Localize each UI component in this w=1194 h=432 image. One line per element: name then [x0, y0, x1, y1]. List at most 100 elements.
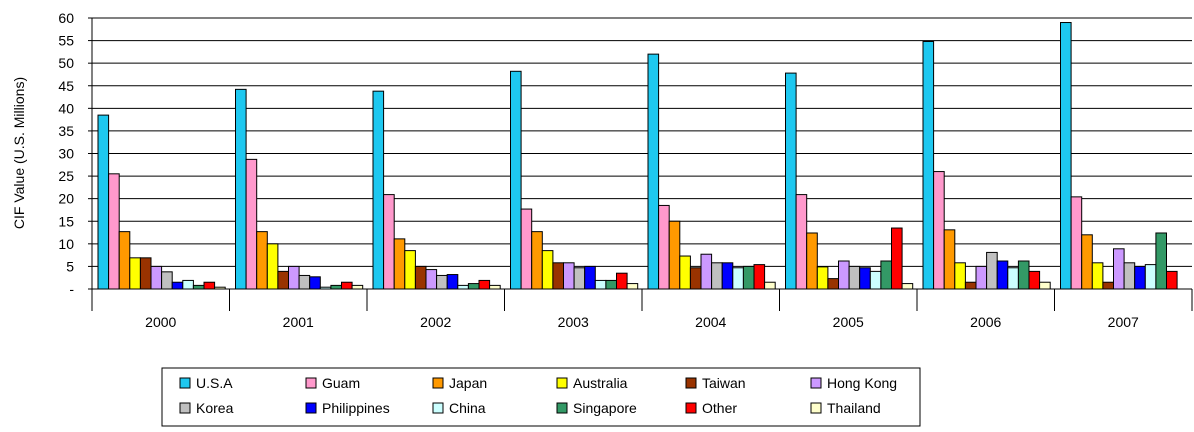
legend-label: Korea — [196, 400, 234, 416]
bar-korea-2006 — [986, 251, 998, 290]
bar-singapore-2006 — [1017, 260, 1030, 290]
bar-taiwan-2007 — [1102, 281, 1115, 290]
legend-swatch — [810, 402, 822, 414]
legend-swatch — [685, 402, 697, 414]
bar-taiwan-2000 — [139, 257, 152, 290]
bar-u-s-a-2003 — [510, 70, 522, 290]
x-tick-label: 2007 — [1108, 314, 1139, 330]
legend-swatch — [685, 377, 697, 389]
bar-australia-2001 — [266, 243, 279, 290]
y-tick-label: 20 — [58, 191, 74, 207]
bar-singapore-2002 — [467, 283, 480, 290]
bar-other-2000 — [203, 281, 216, 290]
bar-philippines-2006 — [996, 260, 1009, 290]
bar-hong-kong-2000 — [150, 265, 163, 290]
bar-hong-kong-2002 — [425, 269, 438, 290]
bar-u-s-a-2002 — [372, 90, 385, 290]
legend-label: Thailand — [827, 400, 881, 416]
bar-guam-2005 — [795, 194, 808, 290]
bar-japan-2006 — [943, 229, 956, 290]
y-tick-label: 50 — [58, 55, 74, 71]
y-axis-ticks: - 5 10 15 20 25 30 35 40 45 50 55 60 — [58, 10, 92, 297]
bar-taiwan-2003 — [552, 262, 565, 290]
bar-australia-2000 — [129, 257, 141, 290]
bars — [97, 22, 1178, 290]
bar-u-s-a-2007 — [1060, 22, 1072, 290]
bar-korea-2003 — [573, 267, 586, 290]
legend-swatch — [432, 402, 444, 414]
bar-hong-kong-2006 — [975, 265, 988, 290]
legend-label: Guam — [322, 375, 360, 391]
y-tick-label: 45 — [58, 78, 74, 94]
legend-label: Japan — [449, 375, 487, 391]
bar-singapore-2004 — [742, 265, 755, 290]
x-tick-label: 2001 — [283, 314, 314, 330]
bar-other-2007 — [1166, 270, 1178, 290]
bar-singapore-2005 — [880, 260, 893, 290]
bar-guam-2004 — [658, 204, 670, 290]
y-axis-title: CIF Value (U.S. Millions) — [11, 77, 27, 229]
y-tick-label: 15 — [58, 213, 74, 229]
y-tick-label: 25 — [58, 168, 74, 184]
bar-korea-2000 — [161, 271, 173, 290]
bar-philippines-2004 — [721, 262, 734, 290]
legend-swatch — [179, 402, 191, 414]
bar-other-2005 — [891, 227, 903, 290]
bar-taiwan-2002 — [414, 265, 427, 290]
bar-philippines-2003 — [584, 265, 596, 290]
bar-other-2004 — [753, 264, 766, 290]
legend-label: Australia — [573, 375, 628, 391]
bar-philippines-2001 — [309, 276, 321, 290]
bar-japan-2001 — [256, 231, 268, 290]
bar-korea-2005 — [848, 265, 861, 290]
bar-korea-2004 — [711, 262, 723, 290]
y-tick-label: - — [69, 281, 74, 297]
legend-swatch — [305, 402, 317, 414]
y-tick-label: 55 — [58, 33, 74, 49]
legend-label: Philippines — [322, 400, 390, 416]
bar-japan-2002 — [393, 238, 406, 290]
bar-china-2007 — [1144, 264, 1157, 290]
bar-guam-2006 — [933, 171, 945, 290]
bar-other-2006 — [1028, 270, 1041, 290]
bar-australia-2003 — [541, 250, 554, 290]
bar-hong-kong-2001 — [288, 265, 300, 290]
bar-u-s-a-2000 — [97, 114, 110, 290]
bar-hong-kong-2004 — [700, 253, 713, 290]
x-tick-label: 2004 — [695, 314, 726, 330]
bar-u-s-a-2005 — [785, 72, 797, 290]
bar-singapore-2000 — [192, 284, 205, 290]
x-axis-ticks: 2000 2001 2002 2003 2004 2005 2006 2007 — [91, 289, 1193, 330]
bar-u-s-a-2006 — [922, 40, 935, 290]
legend-label: Singapore — [573, 400, 637, 416]
x-tick-label: 2002 — [420, 314, 451, 330]
bar-hong-kong-2003 — [563, 262, 575, 290]
bar-taiwan-2006 — [964, 281, 977, 290]
bar-china-2000 — [182, 279, 194, 290]
legend-label: Other — [702, 400, 737, 416]
bar-hong-kong-2007 — [1113, 248, 1125, 290]
y-tick-label: 40 — [58, 100, 74, 116]
legend-label: China — [449, 400, 486, 416]
bar-taiwan-2004 — [689, 267, 702, 290]
bar-australia-2007 — [1091, 262, 1104, 290]
legend-swatch — [179, 377, 191, 389]
bar-singapore-2001 — [330, 284, 342, 290]
y-tick-label: 5 — [66, 258, 74, 274]
bar-other-2003 — [616, 272, 628, 290]
legend-box — [161, 367, 921, 427]
legend-swatch — [810, 377, 822, 389]
bar-china-2002 — [457, 284, 469, 290]
bar-thailand-2006 — [1039, 281, 1051, 290]
y-tick-label: 30 — [58, 146, 74, 162]
bar-guam-2002 — [383, 194, 395, 290]
x-tick-label: 2005 — [833, 314, 864, 330]
bar-thailand-2002 — [489, 284, 501, 290]
bar-thailand-2004 — [764, 281, 776, 290]
bar-thailand-2001 — [351, 284, 364, 290]
legend-label: Hong Kong — [827, 375, 897, 391]
bar-china-2006 — [1007, 267, 1019, 290]
legend: U.S.A Guam Japan Australia Taiwan Hong Kong Ko… — [161, 367, 921, 427]
